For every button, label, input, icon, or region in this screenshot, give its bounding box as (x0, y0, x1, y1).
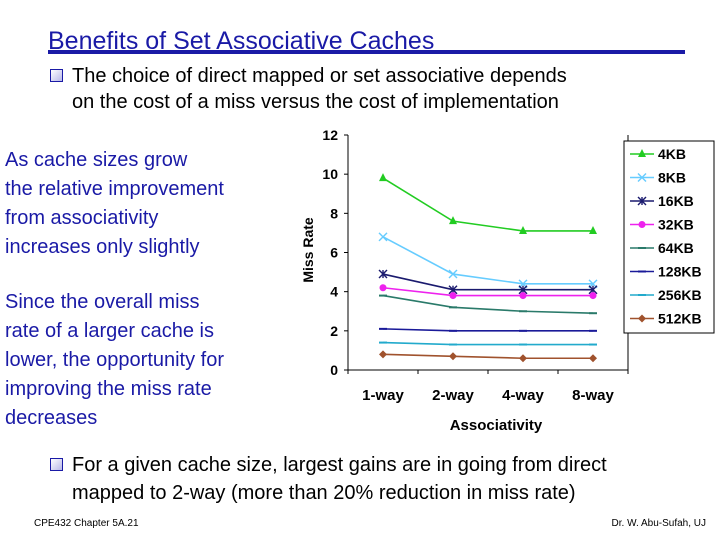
legend-label-64kb: 64KB (658, 240, 694, 256)
chart-series (378, 173, 598, 363)
side-note-1-line: As cache sizes grow (5, 149, 188, 171)
side-note-2: Since the overall miss rate of a larger … (5, 288, 224, 433)
bullet-2-line-2: mapped to 2-way (more than 20% reduction… (72, 482, 576, 504)
y-tick-label: 10 (322, 166, 338, 182)
side-note-1-line: from associativity (5, 207, 159, 229)
data-point-512kb (589, 354, 597, 363)
side-note-2-line: lower, the opportunity for (5, 349, 225, 371)
series-line-16kb (382, 273, 593, 291)
data-point-32kb (379, 284, 387, 292)
side-note-2-line: rate of a larger cache is (5, 320, 214, 342)
y-tick-label: 6 (330, 245, 338, 261)
data-point-8kb-stroke (448, 269, 458, 279)
side-note-1: As cache sizes grow the relative improve… (5, 146, 224, 262)
x-axis-title: Associativity (450, 417, 543, 434)
bullet-square-icon (50, 69, 63, 82)
title-underline-rule (48, 50, 685, 54)
data-point-4kb (379, 173, 387, 182)
legend-label-4kb: 4KB (658, 146, 686, 162)
x-tick-label: 1-way (362, 387, 404, 404)
side-note-2-line: Since the overall miss (5, 291, 200, 313)
legend-marker-512kb (638, 314, 646, 323)
y-axis-title: Miss Rate (300, 217, 316, 283)
x-tick-label: 8-way (572, 387, 614, 404)
legend-marker-16kb (637, 196, 647, 206)
data-point-8kb (448, 269, 458, 279)
legend-marker-4kb (638, 149, 646, 157)
bullet-square-icon (50, 458, 63, 471)
legend-label-128kb: 128KB (658, 264, 702, 280)
bullet-1-line-2: on the cost of a miss versus the cost of… (72, 91, 559, 113)
data-point-8kb-stroke (378, 232, 388, 242)
side-note-1-line: the relative improvement (5, 178, 224, 200)
series-line-32kb (382, 286, 593, 297)
legend-box (623, 140, 715, 334)
series-line-512kb (382, 353, 593, 360)
bullet-2-line-1: For a given cache size, largest gains ar… (72, 454, 607, 476)
data-point-512kb (519, 354, 527, 363)
data-point-512kb (379, 350, 387, 359)
y-tick-label: 8 (330, 205, 338, 221)
x-tick-label: 2-way (432, 387, 474, 404)
data-point-32kb (449, 292, 457, 300)
legend-marker-32kb (638, 221, 646, 228)
side-note-2-line: improving the miss rate (5, 378, 212, 400)
footer-author: Dr. W. Abu-Sufah, UJ (611, 518, 706, 529)
chart-axes: 0 2 4 6 8 10 12 1-way 2-way 4-way 8-way Associativi… (300, 127, 629, 434)
series-line-8kb (382, 236, 593, 285)
legend-label-256kb: 256KB (658, 287, 702, 303)
y-tick-label: 12 (322, 127, 338, 143)
series-line-256kb (382, 341, 593, 346)
data-point-8kb (378, 232, 388, 242)
data-point-4kb (589, 225, 597, 234)
data-point-4kb (519, 225, 527, 234)
series-line-128kb (382, 328, 593, 332)
data-point-32kb (589, 292, 597, 300)
series-line-64kb (382, 294, 594, 315)
x-tick-label: 4-way (502, 387, 544, 404)
data-point-16kb (378, 269, 388, 279)
legend-label-16kb: 16KB (658, 193, 694, 209)
data-point-512kb (449, 352, 457, 361)
footer-chapter: CPE432 Chapter 5A.21 (34, 518, 139, 529)
chart-legend: 4KB 8KB 16KB 32KB 64KB 128KB 256KB 512KB (623, 140, 715, 334)
legend-marker-8kb (637, 173, 647, 182)
data-point-32kb (519, 292, 527, 300)
y-tick-label: 0 (330, 362, 338, 378)
side-note-1-line: increases only slightly (5, 236, 200, 258)
legend-label-512kb: 512KB (658, 311, 702, 327)
series-line-4kb (382, 177, 593, 232)
legend-label-32kb: 32KB (658, 217, 694, 233)
bullet-1-line-1: The choice of direct mapped or set assoc… (72, 65, 567, 87)
legend-label-8kb: 8KB (658, 170, 686, 186)
legend-marker-8kb-stroke (637, 173, 647, 182)
y-tick-label: 2 (330, 323, 338, 339)
data-point-4kb (449, 216, 457, 225)
side-note-2-line: decreases (5, 407, 98, 429)
y-tick-label: 4 (330, 284, 338, 300)
